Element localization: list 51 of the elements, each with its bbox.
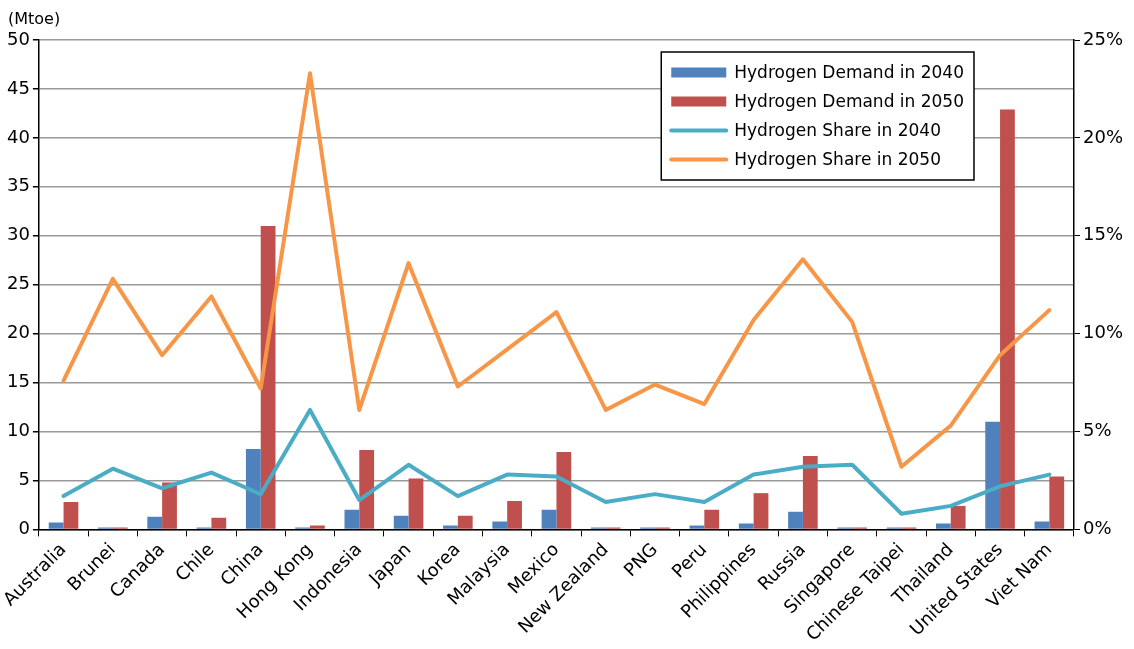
bar [1049,476,1065,529]
y2-tick-label: 5% [1082,419,1112,441]
bar [245,449,261,529]
y-tick-label: 25 [7,272,30,294]
bar [162,482,177,529]
legend-label: Hydrogen Share in 2040 [734,119,941,140]
y2-tick-label: 20% [1082,125,1124,147]
bar [344,509,360,529]
bar [393,515,409,529]
y-tick-label: 40 [7,125,30,147]
bar [950,505,966,529]
bar [408,478,424,529]
y-tick-label: 5 [18,468,30,490]
bar [753,493,769,529]
y2-tick-label: 25% [1082,27,1124,49]
bar [556,452,572,529]
bar [48,522,64,529]
bar [492,521,508,529]
bar [802,455,818,529]
bar [359,450,375,529]
y-tick-label: 45 [7,76,30,98]
bar [310,525,325,529]
bar [1034,521,1050,529]
y2-tick-label: 15% [1082,223,1124,245]
bar [63,501,79,529]
bar [443,525,458,529]
y-tick-label: 30 [7,223,30,245]
y-axis-title: (Mtoe) [8,9,61,28]
bar [689,525,705,529]
bar [935,523,951,529]
bar [507,501,522,529]
legend-label: Hydrogen Demand in 2050 [734,90,964,111]
bar [1000,109,1015,529]
y-tick-label: 35 [7,174,30,196]
bar [211,517,227,529]
y-tick-label: 50 [7,27,30,49]
bar [147,516,163,529]
bar [788,511,803,529]
bar [704,509,720,529]
y2-tick-label: 10% [1082,321,1124,343]
y-tick-label: 15 [7,370,30,392]
legend-label: Hydrogen Demand in 2040 [734,61,964,82]
y-tick-label: 0 [18,517,30,539]
bar [541,509,557,529]
y2-tick-label: 0% [1082,517,1112,539]
bar [738,523,754,529]
bar [457,515,473,529]
legend-label: Hydrogen Share in 2050 [734,148,941,169]
y-tick-label: 10 [7,419,30,441]
bar [985,421,1001,529]
y-tick-label: 20 [7,321,30,343]
